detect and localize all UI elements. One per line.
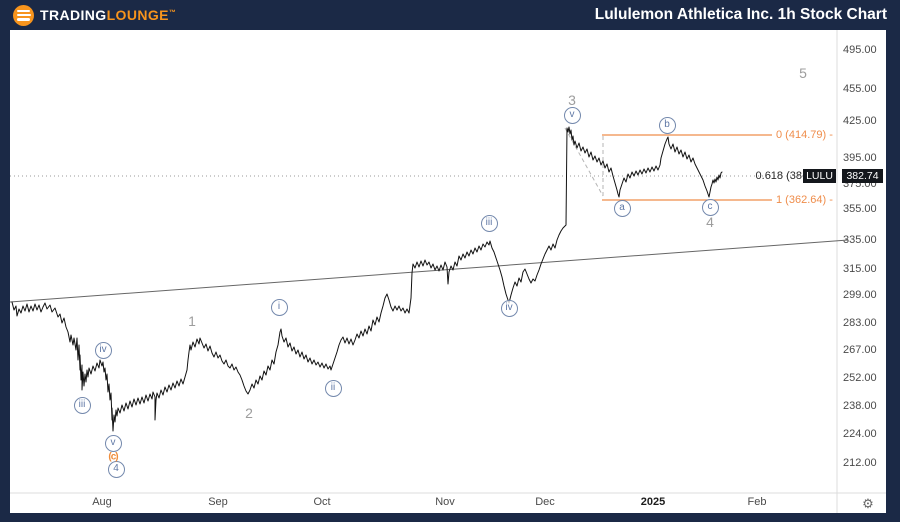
- price-tick-label: 224.00: [843, 428, 877, 440]
- wave-circle-label-ii[interactable]: ii: [324, 379, 342, 397]
- wave-circle-label-c[interactable]: c: [701, 198, 719, 216]
- wave-circle-label-iv[interactable]: iv: [94, 341, 112, 359]
- wave-circle-label-4[interactable]: 4: [107, 460, 125, 478]
- price-tick-label: 299.00: [843, 289, 877, 301]
- fib-level-1-label[interactable]: 1 (362.64) -: [776, 194, 833, 206]
- time-tick-label: Sep: [208, 496, 228, 508]
- wave-number-label-2[interactable]: 2: [245, 405, 253, 421]
- wave-circle-label-iii[interactable]: iii: [480, 214, 498, 232]
- logo-text: TRADINGLOUNGE™: [40, 7, 176, 23]
- price-tick-label: 495.00: [843, 44, 877, 56]
- last-price-badge: 382.74: [842, 169, 883, 183]
- price-tick-label: 315.00: [843, 263, 877, 275]
- fib-level-0618-label[interactable]: 0.618 (38: [755, 170, 802, 182]
- fib-level-0-label[interactable]: 0 (414.79) -: [776, 129, 833, 141]
- price-tick-label: 212.00: [843, 457, 877, 469]
- time-tick-label: 2025: [640, 496, 666, 508]
- wave-number-label-1[interactable]: 1: [188, 313, 196, 329]
- symbol-badge: LULU: [803, 169, 836, 183]
- wave-number-label-5[interactable]: 5: [799, 65, 807, 81]
- logo-text-lounge: LOUNGE: [106, 7, 169, 23]
- wave-circle-label-b[interactable]: b: [658, 116, 676, 134]
- top-bar: TRADINGLOUNGE™ Lululemon Athletica Inc. …: [0, 0, 900, 30]
- price-chart-canvas[interactable]: [10, 30, 886, 513]
- price-tick-label: 252.00: [843, 372, 877, 384]
- page-title: Lululemon Athletica Inc. 1h Stock Chart: [594, 6, 887, 23]
- wave-number-label-4[interactable]: 4: [706, 214, 714, 230]
- wave-circle-label-iii[interactable]: iii: [73, 396, 91, 414]
- wave-orange-degree-label[interactable]: (c): [108, 451, 118, 463]
- trading-lounge-logo[interactable]: TRADINGLOUNGE™: [13, 4, 176, 26]
- trademark-symbol: ™: [168, 9, 177, 17]
- price-tick-label: 395.00: [843, 152, 877, 164]
- wave-number-label-3[interactable]: 3: [568, 92, 576, 108]
- time-tick-label: Oct: [313, 496, 331, 508]
- time-tick-label: Nov: [435, 496, 455, 508]
- price-tick-label: 238.00: [843, 400, 877, 412]
- price-tick-label: 283.00: [843, 317, 877, 329]
- price-tick-label: 425.00: [843, 115, 877, 127]
- wave-circle-label-i[interactable]: i: [270, 298, 288, 316]
- chart-panel[interactable]: 495.00 455.00 425.00 395.00 375.00 355.00 335.…: [10, 30, 886, 513]
- trading-lounge-logo-icon: [13, 4, 34, 26]
- price-tick-label: 455.00: [843, 83, 877, 95]
- wave-circle-label-v[interactable]: v: [104, 434, 122, 452]
- price-tick-label: 355.00: [843, 203, 877, 215]
- time-tick-label: Feb: [747, 496, 767, 508]
- price-tick-label: 267.00: [843, 344, 877, 356]
- price-tick-label: 335.00: [843, 234, 877, 246]
- wave-circle-label-iv[interactable]: iv: [500, 299, 518, 317]
- logo-text-trading: TRADING: [40, 7, 107, 23]
- wave-circle-label-a[interactable]: a: [613, 199, 631, 217]
- time-tick-label: Dec: [535, 496, 555, 508]
- time-tick-label: Aug: [92, 496, 112, 508]
- axis-settings-gear-icon[interactable]: ⚙: [862, 496, 874, 511]
- wave-circle-label-v[interactable]: v: [563, 106, 581, 124]
